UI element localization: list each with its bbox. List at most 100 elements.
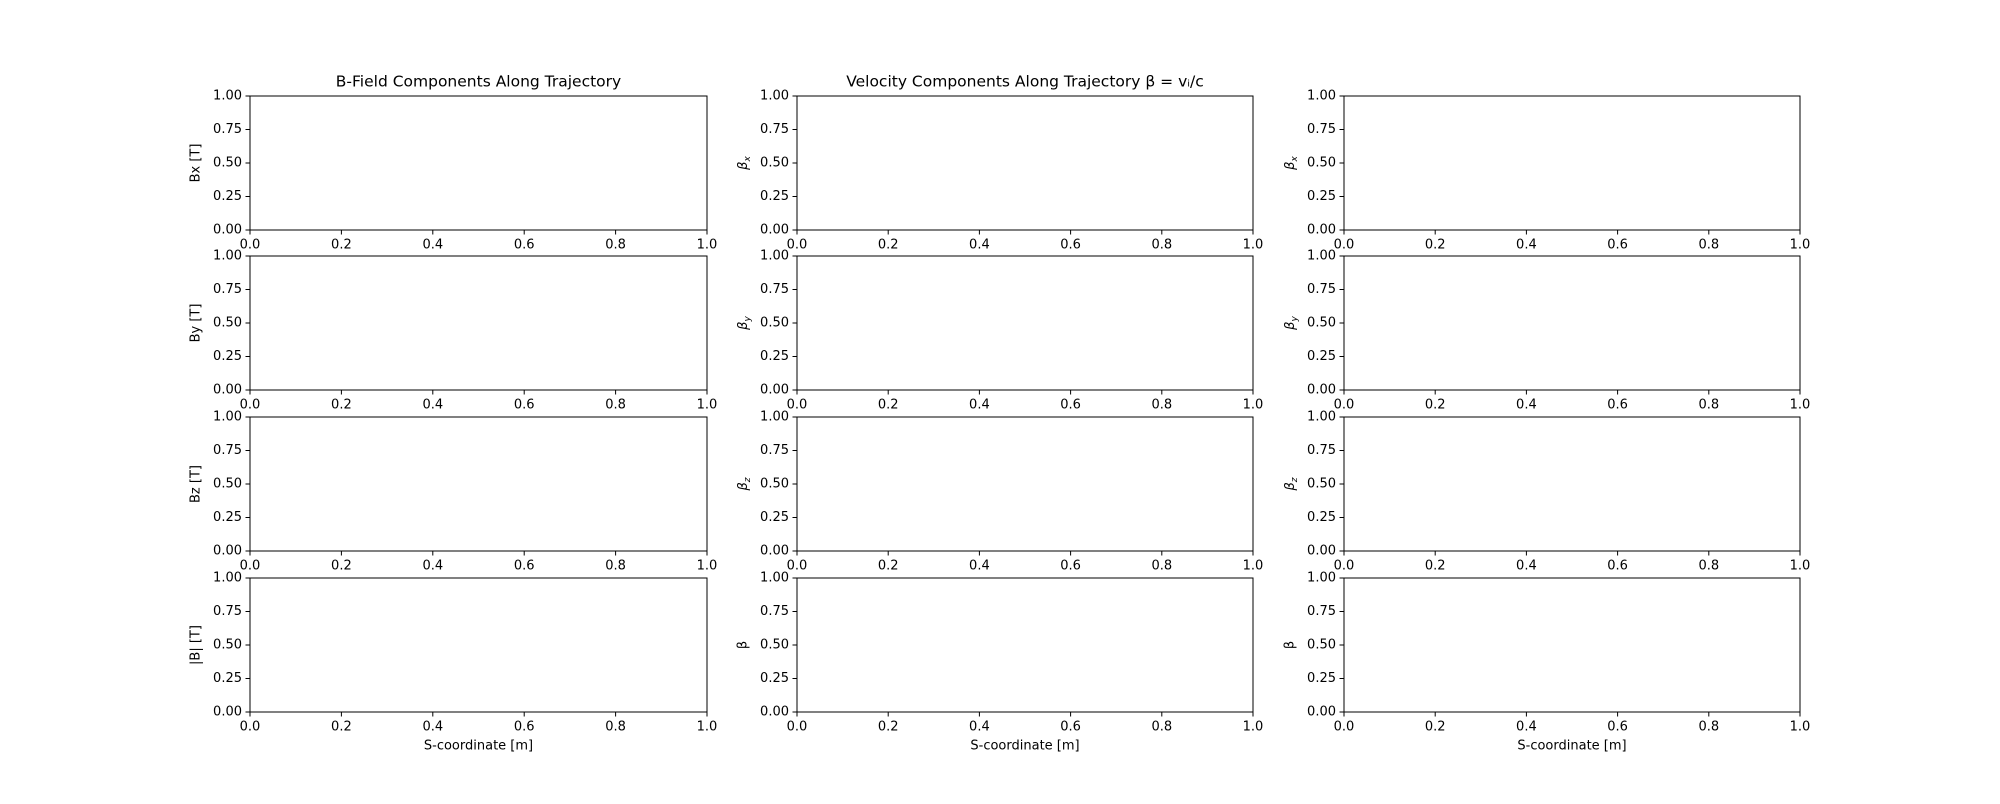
x-tick-label: 0.6 — [514, 398, 535, 413]
subplot: 0.0 0.2 0.4 0.6 0.8 1.0 0.00 0.25 0.50 0.75 1.00 Ve… — [736, 73, 1264, 253]
y-tick-label: 0.00 — [1307, 383, 1336, 398]
x-tick-label: 0.4 — [422, 398, 443, 413]
y-tick-label: 0.75 — [760, 282, 789, 297]
x-tick-label: 0.8 — [1151, 559, 1172, 574]
x-tick-label: 0.2 — [331, 398, 352, 413]
x-tick-label: 0.8 — [1698, 720, 1719, 735]
y-label-symbol: β — [1283, 322, 1298, 331]
y-tick-label: 0.25 — [1307, 510, 1336, 525]
y-tick-label: 0.25 — [213, 189, 242, 204]
axes-frame — [796, 95, 1254, 231]
x-tick-label: 0.2 — [1425, 238, 1446, 253]
y-tick-label: 0.00 — [760, 544, 789, 559]
y-tick-label: 0.00 — [213, 223, 242, 238]
y-label-symbol: β — [736, 482, 751, 491]
subplot: 0.0 0.2 0.4 0.6 0.8 1.0 0.00 0.25 0.50 0.75 1.00 βy — [736, 249, 1264, 413]
axes-frame — [1343, 416, 1801, 552]
subplot: 0.0 0.2 0.4 0.6 0.8 1.0 0.00 0.25 0.50 0.75 1.00 By… — [189, 249, 718, 413]
y-tick-label: 0.50 — [1307, 477, 1336, 492]
x-tick-label: 0.2 — [331, 559, 352, 574]
x-tick-label: 0.8 — [605, 398, 626, 413]
y-axis-label: βx — [736, 156, 753, 171]
y-label-subscript: x — [743, 156, 753, 163]
y-label-symbol: β — [1283, 482, 1298, 491]
y-tick-label: 0.50 — [1307, 638, 1336, 653]
x-tick-label: 0.0 — [787, 398, 808, 413]
y-tick-label: 0.25 — [760, 671, 789, 686]
x-tick-label: 0.2 — [1425, 559, 1446, 574]
y-tick-label: 0.75 — [213, 443, 242, 458]
y-tick-label: 0.50 — [213, 477, 242, 492]
x-tick-label: 1.0 — [1790, 398, 1811, 413]
y-axis-label: βy — [736, 316, 753, 331]
x-tick-label: 0.2 — [878, 398, 899, 413]
subplot-title: Velocity Components Along Trajectory β =… — [846, 73, 1204, 91]
y-label-symbol: β — [1283, 162, 1298, 171]
y-tick-label: 0.75 — [760, 122, 789, 137]
axes-frame — [1343, 95, 1801, 231]
x-tick-label: 0.4 — [1516, 398, 1537, 413]
x-tick-label: 1.0 — [697, 398, 718, 413]
x-tick-label: 1.0 — [697, 238, 718, 253]
y-label-subscript: z — [743, 477, 753, 483]
y-axis-label: By [T] — [189, 304, 204, 343]
axes-frame — [1343, 255, 1801, 391]
x-tick-label: 1.0 — [697, 559, 718, 574]
y-label-symbol: β — [736, 322, 751, 331]
y-tick-label: 0.50 — [1307, 316, 1336, 331]
y-label-subscript: y — [743, 316, 753, 323]
y-tick-label: 1.00 — [213, 571, 242, 586]
x-tick-label: 1.0 — [1243, 559, 1264, 574]
axes-frame — [249, 416, 708, 552]
subplot: 0.0 0.2 0.4 0.6 0.8 1.0 0.00 0.25 0.50 0.75 1.00 βz — [1283, 410, 1811, 574]
y-tick-label: 1.00 — [760, 249, 789, 264]
y-tick-label: 0.00 — [760, 223, 789, 238]
y-tick-label: 0.50 — [213, 638, 242, 653]
y-tick-label: 1.00 — [760, 410, 789, 425]
x-tick-label: 0.4 — [422, 559, 443, 574]
x-tick-label: 0.4 — [1516, 238, 1537, 253]
axes-frame — [249, 577, 708, 713]
x-axis-label: S-coordinate [m] — [970, 739, 1079, 754]
y-tick-label: 0.25 — [760, 510, 789, 525]
axes-frame — [249, 255, 708, 391]
y-tick-label: 0.25 — [213, 671, 242, 686]
subplot: 0.0 0.2 0.4 0.6 0.8 1.0 0.00 0.25 0.50 0.75 1.00 S-… — [189, 571, 718, 754]
y-tick-label: 0.50 — [213, 316, 242, 331]
x-tick-label: 0.0 — [1334, 398, 1355, 413]
x-tick-label: 0.6 — [514, 559, 535, 574]
x-tick-label: 1.0 — [1243, 398, 1264, 413]
x-tick-label: 0.2 — [331, 238, 352, 253]
x-tick-label: 0.6 — [514, 238, 535, 253]
y-axis-label: |B| [T] — [189, 625, 204, 665]
axes-frame — [249, 95, 708, 231]
y-axis-label: βx — [1283, 156, 1300, 171]
axes-frame — [796, 577, 1254, 713]
y-tick-label: 0.50 — [760, 316, 789, 331]
x-tick-label: 0.0 — [787, 559, 808, 574]
y-axis-label: β — [736, 641, 751, 649]
subplot: 0.0 0.2 0.4 0.6 0.8 1.0 0.00 0.25 0.50 0.75 1.00 Bz… — [189, 410, 718, 574]
x-tick-label: 0.0 — [1334, 238, 1355, 253]
y-tick-label: 0.75 — [1307, 604, 1336, 619]
y-tick-label: 0.50 — [213, 156, 242, 171]
x-tick-label: 0.0 — [240, 559, 261, 574]
y-axis-label: Bz [T] — [189, 465, 204, 503]
y-tick-label: 1.00 — [1307, 89, 1336, 104]
x-tick-label: 0.4 — [422, 720, 443, 735]
y-axis-label: βy — [1283, 316, 1300, 331]
axes-frame — [796, 416, 1254, 552]
x-tick-label: 0.4 — [969, 720, 990, 735]
x-tick-label: 0.4 — [969, 398, 990, 413]
x-tick-label: 0.8 — [1698, 559, 1719, 574]
y-tick-label: 1.00 — [760, 571, 789, 586]
x-tick-label: 0.8 — [1151, 238, 1172, 253]
x-tick-label: 0.8 — [605, 720, 626, 735]
axes-frame — [796, 255, 1254, 391]
x-tick-label: 0.0 — [240, 720, 261, 735]
y-tick-label: 0.25 — [213, 510, 242, 525]
x-tick-label: 0.2 — [878, 559, 899, 574]
x-tick-label: 0.6 — [1060, 398, 1081, 413]
x-axis-label: S-coordinate [m] — [1517, 739, 1626, 754]
